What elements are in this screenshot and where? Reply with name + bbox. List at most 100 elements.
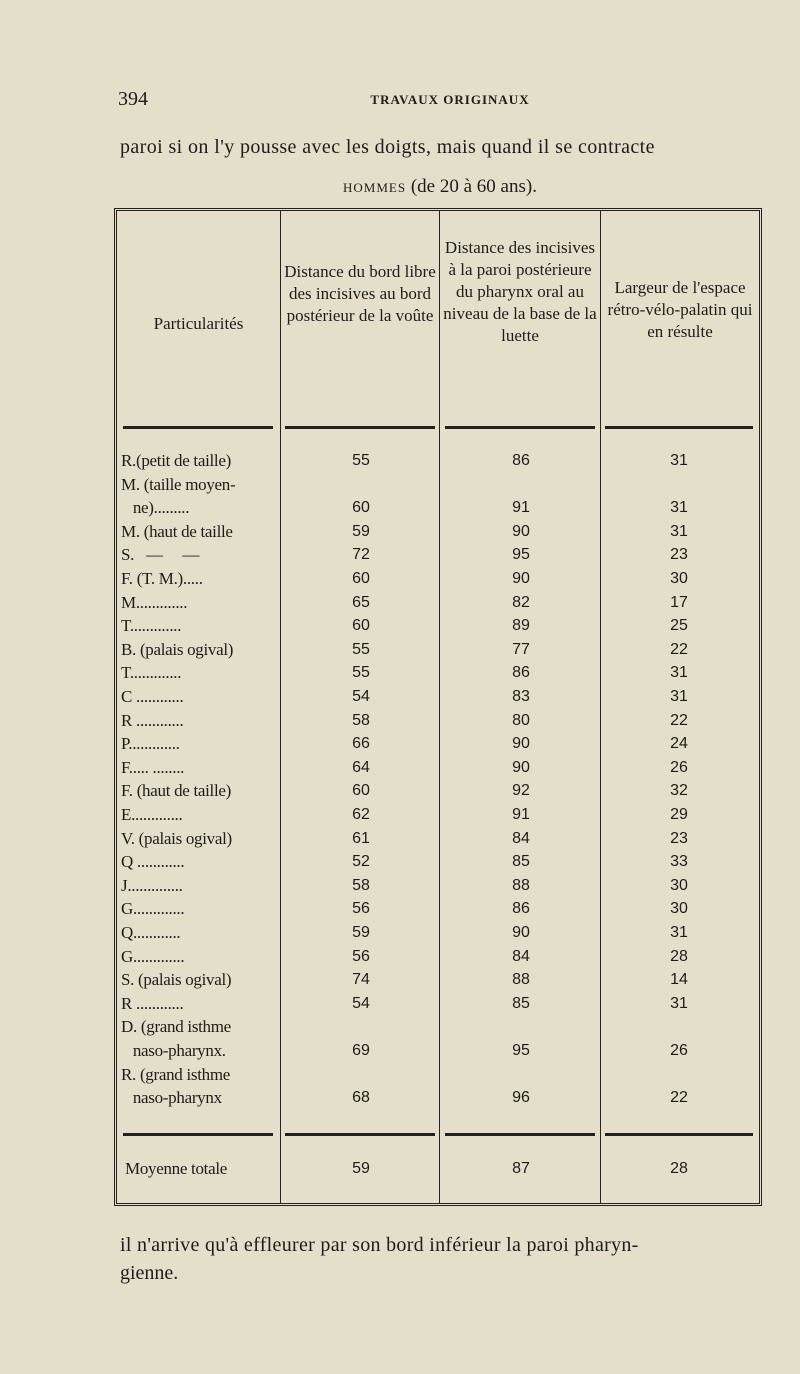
row-value: 55 [352,452,370,469]
row-label: T............. [121,616,182,636]
row-label: F..... ........ [121,757,185,777]
row-value: 90 [512,735,530,753]
header-largeur: Largeur de l'espace rétro-vélo-palatin q… [607,278,753,341]
row-value: 90 [512,924,530,941]
row-value: 60 [352,617,370,635]
row-label: P............. [121,734,180,754]
row-label: B. (palais ogival) [121,639,234,659]
row-value: 95 [512,1041,530,1059]
row-value: 91 [512,806,530,823]
row-value: 86 [512,900,530,918]
header-particularites: Particularités [153,314,244,333]
row-label: Q............ [121,923,181,942]
row-label: G............. [121,899,185,919]
row-value: 31 [670,522,688,540]
row-value: 83 [512,688,530,705]
row-label: J.............. [121,875,183,895]
row-value: 28 [670,947,688,965]
row-value: 85 [512,994,530,1012]
row-value: 31 [670,688,688,705]
header-distance-voute: Distance du bord libre des incisives au … [284,262,436,325]
row-label: R.(petit de taille) [121,451,231,470]
body-text-after: gienne. [120,1262,179,1284]
row-label: V. (palais ogival) [121,828,232,848]
row-value: 30 [670,876,688,894]
header-distance-pharynx: Distance des incisives à la paroi postér… [443,238,597,345]
row-label: M. (taille moyen- [121,474,236,494]
row-value: 68 [352,1089,370,1107]
row-value: 56 [352,900,370,918]
row-value: 33 [670,853,688,871]
row-value: 56 [352,947,370,965]
row-value: 17 [670,593,688,611]
row-value: 25 [670,617,688,635]
row-value: 24 [670,735,688,753]
table-caption: HOMMES (de 20 à 60 ans). [0,176,800,198]
row-value: 62 [352,806,370,823]
total-value: 28 [670,1160,688,1177]
row-label: ne)......... [121,498,190,518]
row-value: 60 [352,499,370,517]
row-label: M............. [121,592,188,612]
row-value: 26 [670,1041,688,1059]
row-label: S. — — [121,545,200,565]
row-label: F. (T. M.)..... [121,569,203,588]
row-label: M. (haut de taille [121,521,233,541]
row-value: 84 [512,829,530,847]
row-value: 89 [512,617,530,635]
row-value: 29 [670,806,688,823]
row-label: S. (palais ogival) [121,970,232,990]
row-value: 95 [512,546,530,564]
row-value: 22 [670,1089,688,1107]
row-label: R. (grand isthme [121,1064,230,1084]
row-value: 77 [512,640,530,658]
row-value: 54 [352,994,370,1012]
row-value: 55 [352,664,370,682]
row-value: 32 [670,782,688,800]
caption-rest: (de 20 à 60 ans). [410,176,537,197]
total-label: Moyenne totale [125,1159,228,1178]
row-value: 52 [352,853,370,871]
row-value: 85 [512,853,530,871]
row-value: 58 [352,876,370,894]
row-value: 91 [512,499,530,517]
caption-smallcaps: HOMMES [343,180,407,195]
data-table: Particularités Distance du bord libre de… [114,208,762,1206]
row-value: 31 [670,499,688,517]
body-text-before: paroi si on l'y pousse avec les doigts, … [120,136,655,158]
row-value: 60 [352,570,370,587]
row-value: 14 [670,971,688,989]
row-value: 54 [352,688,370,705]
row-value: 59 [352,522,370,540]
row-value: 30 [670,900,688,918]
total-value: 59 [352,1160,370,1177]
row-value: 58 [352,711,370,729]
total-value: 87 [512,1160,530,1177]
row-value: 84 [512,947,530,965]
row-label: E............. [121,805,183,824]
row-value: 23 [670,546,688,564]
row-value: 74 [352,971,370,989]
row-value: 55 [352,640,370,658]
row-value: 80 [512,711,530,729]
row-label: F. (haut de taille) [121,781,232,801]
row-value: 31 [670,452,688,469]
row-value: 65 [352,593,370,611]
row-label: D. (grand isthme [121,1017,231,1037]
row-value: 59 [352,924,370,941]
body-text-after: il n'arrive qu'à effleurer par son bord … [120,1234,639,1256]
row-label: R ............ [121,710,184,730]
row-label: naso-pharynx [121,1088,222,1108]
running-head: TRAVAUX ORIGINAUX [370,92,530,107]
row-value: 69 [352,1041,370,1059]
row-value: 86 [512,452,530,469]
row-value: 61 [352,829,370,847]
row-value: 31 [670,994,688,1012]
row-label: Q ............ [121,852,185,872]
page-number: 394 [118,88,148,110]
row-value: 88 [512,876,530,894]
row-value: 86 [512,664,530,682]
row-label: T............. [121,663,182,683]
row-value: 64 [352,758,370,776]
row-value: 30 [670,570,688,587]
